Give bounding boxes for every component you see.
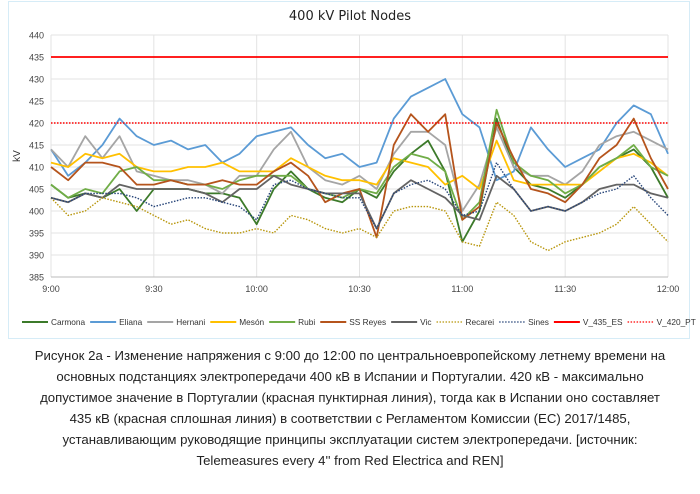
chart-frame [8, 1, 690, 339]
series-eliana-line [50, 78, 669, 182]
x-tick-label: 11:00 [451, 284, 473, 294]
legend-label: V_435_ES [583, 317, 623, 327]
series-recarei-line [50, 197, 669, 252]
legend-label: Mesón [239, 317, 264, 327]
caption-line: Telemeasures every 4'' from Red Electric… [196, 453, 504, 468]
legend-eliana: Eliana [90, 317, 143, 327]
series-ss-reyes-line [50, 113, 669, 239]
legend-v-435-es: V_435_ES [553, 317, 623, 327]
legend-label: Vic [420, 317, 431, 327]
caption-line: Рисунок 2а - Изменение напряжения с 9:00… [34, 348, 666, 363]
y-tick-label: 420 [29, 119, 44, 129]
legend-carmona: Carmona [22, 317, 86, 327]
series-sines-line [50, 161, 669, 230]
caption-line: устанавливающим руководящие принципы экс… [62, 432, 638, 447]
y-tick-label: 400 [29, 207, 44, 217]
x-tick-label: 10:30 [348, 284, 371, 294]
y-tick-label: 390 [29, 251, 44, 261]
x-tick-label: 12:00 [657, 284, 680, 294]
legend-sines: Sines [499, 317, 549, 327]
legend-label: Carmona [51, 317, 86, 327]
legend-label: Recarei [466, 317, 495, 327]
legend-label: V_420_PT [657, 317, 696, 327]
x-tick-label: 10:00 [245, 284, 268, 294]
y-tick-label: 410 [29, 163, 44, 173]
legend-label: Hernani [176, 317, 205, 327]
y-axis-label: kV [12, 150, 23, 162]
chart-title: 400 kV Pilot Nodes [289, 9, 411, 24]
legend-v-420-pt: V_420_PT [627, 317, 696, 327]
x-tick-label: 11:30 [554, 284, 576, 294]
legend-ss-reyes: SS Reyes [320, 317, 386, 327]
y-tick-label: 385 [29, 273, 44, 283]
legend-label: Rubi [298, 317, 315, 327]
y-tick-label: 440 [29, 31, 44, 41]
y-tick-label: 425 [29, 97, 44, 107]
legend-vic: Vic [391, 317, 432, 327]
legend-label: Sines [528, 317, 549, 327]
y-tick-label: 395 [29, 229, 44, 239]
y-tick-label: 415 [29, 141, 44, 151]
x-tick-label: 9:00 [42, 284, 60, 294]
caption-line: 435 кВ (красная сплошная линия) в соотве… [69, 411, 631, 426]
legend-label: Eliana [119, 317, 142, 327]
y-tick-label: 435 [29, 53, 44, 63]
series-mes-n-line [50, 139, 669, 190]
legend-mes-n: Mesón [210, 317, 265, 327]
x-tick-label: 9:30 [145, 284, 163, 294]
caption-line: основных подстанциях электропередачи 400… [56, 369, 644, 384]
y-tick-label: 430 [29, 75, 44, 85]
y-tick-label: 405 [29, 185, 44, 195]
legend-hernani: Hernani [147, 317, 205, 327]
legend-label: SS Reyes [349, 317, 386, 327]
figure-caption: Рисунок 2а - Изменение напряжения с 9:00… [20, 345, 680, 471]
voltage-line-chart: 400 kV Pilot Nodes kV 385 390 395 400 405 410… [12, 9, 696, 327]
legend-recarei: Recarei [436, 317, 495, 327]
legend-rubi: Rubi [269, 317, 315, 327]
caption-line: допустимое значение в Португалии (красна… [40, 390, 660, 405]
